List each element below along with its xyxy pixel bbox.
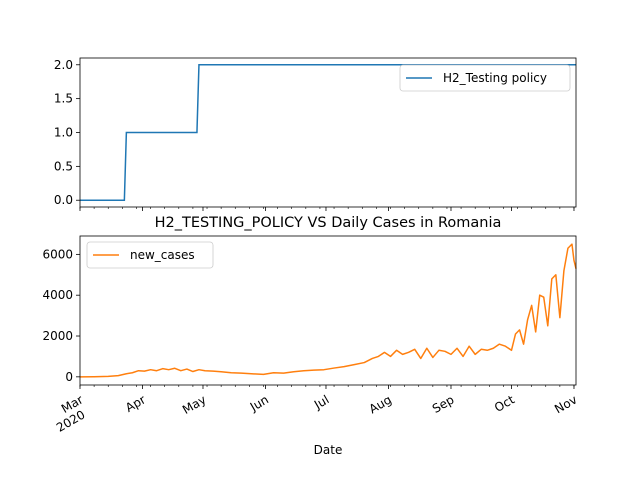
y-tick-label-top: 0.5 (54, 159, 73, 173)
chart-title: H2_TESTING_POLICY VS Daily Cases in Roma… (155, 215, 502, 231)
y-tick-label-bottom: 2000 (42, 329, 73, 343)
axes-frame-top (79, 57, 577, 208)
y-tick-label-top: 1.0 (54, 126, 73, 140)
subplot-daily-cases: H2_TESTING_POLICY VS Daily Cases in Roma… (42, 215, 579, 457)
y-tick-label-top: 2.0 (54, 58, 73, 72)
axes-frame-bottom (79, 235, 577, 386)
y-axis-ticks-top: 0.0 0.5 1.0 1.5 2.0 (54, 58, 80, 207)
x-axis-label: Date (314, 443, 343, 457)
series-line-new-cases (79, 243, 577, 378)
legend-box-bottom (86, 241, 214, 269)
series-line-testing-policy (80, 64, 576, 201)
legend-bottom: new_cases (86, 241, 214, 269)
y-tick-label-top: 0.0 (54, 193, 73, 207)
y-tick-label-bottom: 4000 (42, 288, 73, 302)
y-tick-label-bottom: 6000 (42, 247, 73, 261)
legend-box-top (399, 64, 571, 92)
subplot-testing-policy: 0.0 0.5 1.0 1.5 2.0 H2_Testing policy (54, 57, 577, 211)
legend-top: H2_Testing policy (399, 64, 571, 92)
y-tick-label-top: 1.5 (54, 92, 73, 106)
y-axis-ticks-bottom: 0 2000 4000 6000 (42, 247, 80, 384)
legend-label-new-cases: new_cases (130, 248, 195, 262)
legend-label-testing-policy: H2_Testing policy (443, 71, 547, 85)
y-tick-label-bottom: 0 (65, 370, 73, 384)
x-tick-label: Jul (311, 392, 331, 412)
